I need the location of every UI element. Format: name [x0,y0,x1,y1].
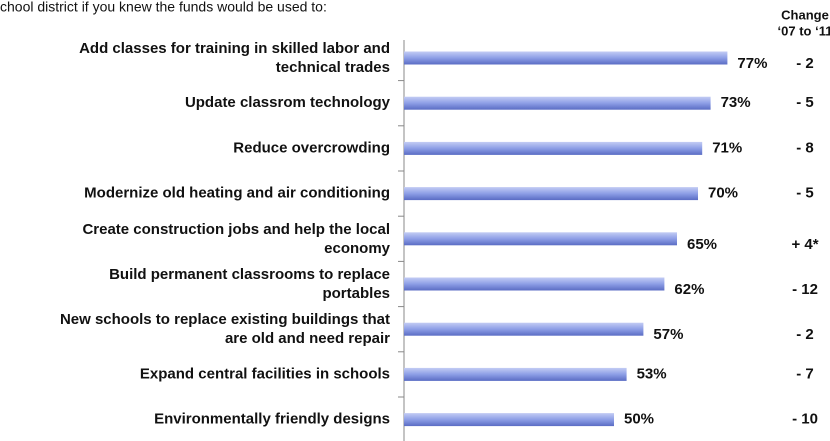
value-label: 65% [687,236,717,253]
change-header: Change [781,7,829,22]
bar [404,277,665,291]
change-label: - 7 [796,365,814,382]
category-label: Modernize old heating and air conditioni… [84,185,390,202]
change-label: - 8 [796,139,814,156]
change-label: - 2 [796,55,814,72]
category-label: Create construction jobs and help the lo… [82,221,390,238]
bar [404,51,728,65]
value-label: 71% [712,139,742,156]
value-label: 57% [653,326,683,343]
category-label: Environmentally friendly designs [154,411,390,428]
category-label: Expand central facilities in schools [140,365,390,382]
category-label: New schools to replace existing building… [60,311,390,328]
change-label: - 10 [792,411,818,428]
value-label: 50% [624,411,654,428]
change-label: - 12 [792,281,818,298]
category-label: are old and need repair [225,330,390,347]
bar [404,141,703,155]
subtitle: chool district if you knew the funds wou… [0,0,327,15]
bar [404,232,677,246]
change-label: - 2 [796,326,814,343]
value-label: 77% [737,55,767,72]
category-label: Build permanent classrooms to replace [109,266,390,283]
change-label: - 5 [796,94,814,111]
category-label: portables [322,285,390,302]
category-label: Add classes for training in skilled labo… [79,40,390,57]
bar [404,322,644,336]
value-label: 73% [721,94,751,111]
bar [404,187,698,201]
bar [404,413,614,427]
change-header: ‘07 to ‘11 [778,23,830,38]
bar [404,367,627,381]
category-label: economy [324,240,391,257]
bar [404,96,711,110]
change-label: + 4* [791,236,818,253]
change-label: - 5 [796,185,814,202]
category-label: technical trades [276,59,390,76]
value-label: 53% [637,365,667,382]
category-label: Reduce overcrowding [233,139,390,156]
category-label: Update classrom technology [185,94,391,111]
value-label: 62% [674,281,704,298]
value-label: 70% [708,185,738,202]
